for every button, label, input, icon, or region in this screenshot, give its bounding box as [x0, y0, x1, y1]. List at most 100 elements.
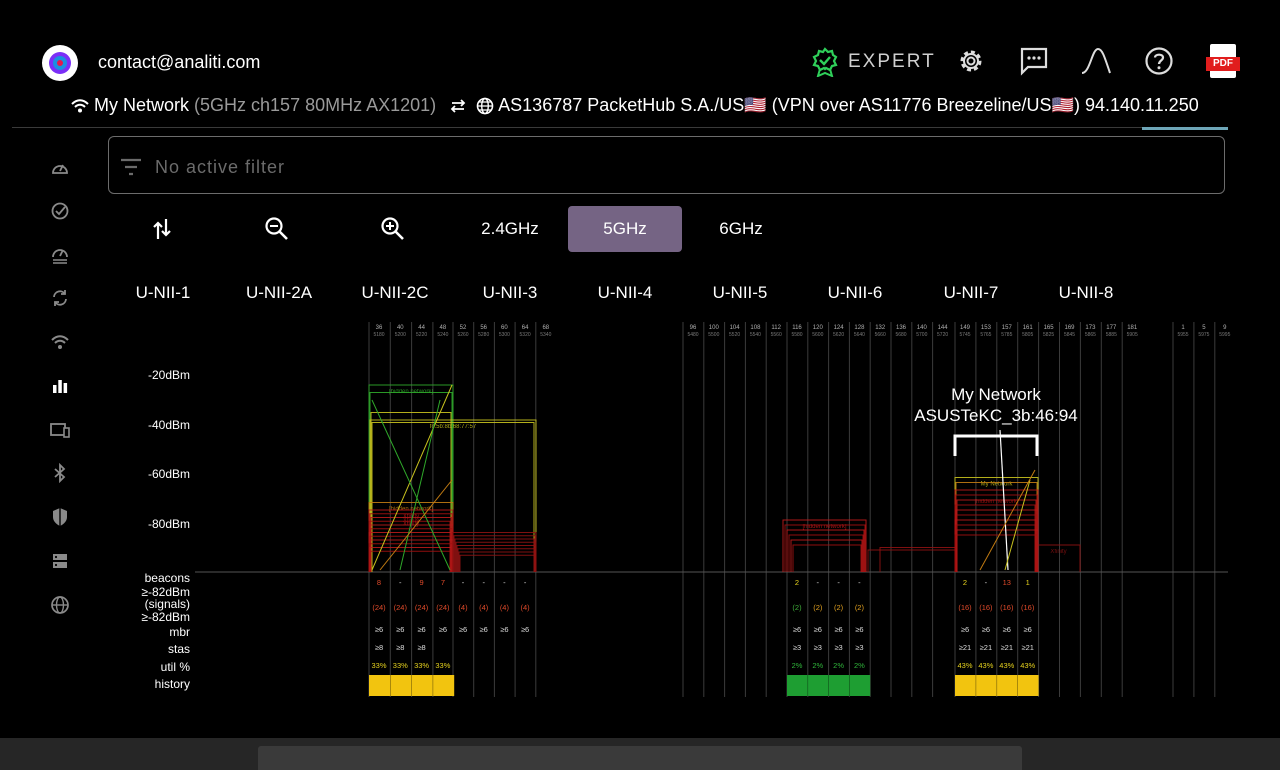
- stat-signals: (4): [458, 603, 468, 612]
- app-logo-icon[interactable]: [42, 45, 78, 81]
- channel-tick-label: 64: [522, 325, 529, 331]
- expert-label: EXPERT: [848, 51, 936, 72]
- globe-icon: [476, 97, 494, 114]
- pdf-export-button[interactable]: PDF: [1206, 44, 1240, 80]
- sidebar-item-check[interactable]: [45, 196, 75, 226]
- channel-freq-label: 5765: [980, 332, 991, 338]
- network-signal-mark: [954, 534, 1038, 572]
- sidebar-item-wifi[interactable]: [45, 327, 75, 357]
- band-tab-5ghz[interactable]: 5GHz: [568, 206, 682, 252]
- channel-freq-label: 5540: [750, 332, 761, 338]
- channel-tick-label: 52: [460, 325, 467, 331]
- network-signal-mark: [784, 524, 866, 572]
- unii-band-5[interactable]: U-NII-5: [712, 283, 768, 302]
- stat-util: 33%: [393, 661, 408, 670]
- stat-mbr: ≥6: [834, 625, 842, 634]
- band-tab-6ghz[interactable]: 6GHz: [719, 219, 763, 238]
- channel-freq-label: 5720: [937, 332, 948, 338]
- stat-beacons: -: [503, 578, 506, 587]
- filter-input[interactable]: No active filter: [108, 136, 1225, 194]
- trace-line: [1004, 479, 1031, 571]
- unii-band-4[interactable]: U-NII-4: [597, 283, 653, 302]
- account-email[interactable]: contact@analiti.com: [98, 52, 261, 72]
- y-tick-label: -20dBm: [147, 368, 190, 382]
- help-icon[interactable]: [1143, 45, 1175, 77]
- network-signal-mark: [792, 544, 862, 572]
- channel-freq-label: 5240: [437, 332, 448, 338]
- channel-tick-label: 104: [730, 325, 741, 331]
- sidebar-item-speedometer[interactable]: [45, 154, 75, 184]
- row-label-signals: ≥-82dBm (signals): [141, 585, 190, 611]
- zoom-in-button[interactable]: [336, 206, 450, 252]
- channel-tick-label: 140: [917, 325, 928, 331]
- sidebar-item-sync[interactable]: [45, 283, 75, 313]
- channel-freq-label: 5975: [1198, 332, 1209, 338]
- zoom-out-button[interactable]: [220, 206, 334, 252]
- channel-tick-label: 68: [542, 325, 549, 331]
- stat-signals: (16): [958, 603, 972, 612]
- network-signal-mark: [782, 519, 867, 572]
- sidebar-item-globe[interactable]: [45, 590, 75, 620]
- devices-icon: [50, 423, 70, 438]
- channel-freq-label: 5805: [1022, 332, 1033, 338]
- row-label-history: history: [154, 677, 190, 691]
- sidebar-item-analytics[interactable]: [45, 371, 75, 401]
- highlight-ssid: My Network: [951, 385, 1041, 404]
- stat-stas: ≥21: [1021, 643, 1033, 652]
- channel-tick-label: 177: [1106, 325, 1117, 331]
- bar-chart-icon: [53, 380, 68, 393]
- stat-beacons: 13: [1003, 578, 1011, 587]
- channel-tick-label: 161: [1023, 325, 1034, 331]
- channel-tick-label: 144: [938, 325, 949, 331]
- network-signal-mark: [790, 539, 863, 572]
- stat-signals: (24): [436, 603, 450, 612]
- network-signal-mark: [456, 545, 536, 572]
- channel-tick-label: 60: [501, 325, 508, 331]
- speedometer-icon: [52, 164, 68, 174]
- channel-freq-label: 5300: [499, 332, 510, 338]
- stat-mbr: ≥6: [814, 625, 822, 634]
- sort-button[interactable]: [105, 206, 219, 252]
- unii-band-2a[interactable]: U-NII-2A: [245, 283, 313, 302]
- network-name[interactable]: My Network: [94, 95, 190, 115]
- spectrum-chart[interactable]: 3651804052004452204852405252605652806053…: [0, 0, 1280, 738]
- bell-curve-icon[interactable]: [1080, 45, 1112, 77]
- band-tab-2.4ghz[interactable]: 2.4GHz: [481, 219, 539, 238]
- chat-icon[interactable]: [1018, 45, 1050, 77]
- my-network-marker: [999, 429, 1009, 571]
- sidebar-item-gauge[interactable]: [45, 240, 75, 270]
- channel-freq-label: 5680: [895, 332, 906, 338]
- stat-beacons: -: [858, 578, 861, 587]
- channel-freq-label: 5520: [729, 332, 740, 338]
- sidebar-item-servers[interactable]: [45, 546, 75, 576]
- expert-mode-button[interactable]: EXPERT: [812, 47, 936, 77]
- zoom-out-icon: [265, 217, 288, 240]
- gear-icon[interactable]: [955, 45, 987, 77]
- trace-line: [399, 399, 441, 571]
- network-signal-mark: [369, 535, 451, 572]
- stat-util: 33%: [414, 661, 429, 670]
- unii-band-1[interactable]: U-NII-1: [135, 283, 191, 302]
- stat-signals: (16): [1000, 603, 1014, 612]
- channel-tick-label: 132: [875, 325, 886, 331]
- unii-band-3[interactable]: U-NII-3: [482, 283, 538, 302]
- sidebar-item-bluetooth[interactable]: [45, 458, 75, 488]
- stat-mbr: ≥6: [480, 625, 488, 634]
- channel-tick-label: 169: [1064, 325, 1075, 331]
- stat-beacons: -: [524, 578, 527, 587]
- app-screen: contact@analiti.com EXPERT PDF My: [0, 0, 1280, 738]
- unii-band-2c[interactable]: U-NII-2C: [361, 283, 429, 302]
- check-circle-icon: [51, 202, 69, 220]
- stat-signals: (2): [855, 603, 865, 612]
- sidebar-item-security[interactable]: [45, 502, 75, 532]
- channel-freq-label: 5560: [771, 332, 782, 338]
- channel-freq-label: 5220: [416, 332, 427, 338]
- unii-band-7[interactable]: U-NII-7: [943, 283, 999, 302]
- stat-util: 43%: [978, 661, 993, 670]
- unii-band-6[interactable]: U-NII-6: [827, 283, 883, 302]
- y-tick-label: -60dBm: [147, 467, 190, 481]
- unii-band-8[interactable]: U-NII-8: [1058, 283, 1114, 302]
- sidebar-item-devices[interactable]: [45, 415, 75, 445]
- channel-tick-label: 173: [1085, 325, 1096, 331]
- channel-tick-label: 128: [854, 325, 865, 331]
